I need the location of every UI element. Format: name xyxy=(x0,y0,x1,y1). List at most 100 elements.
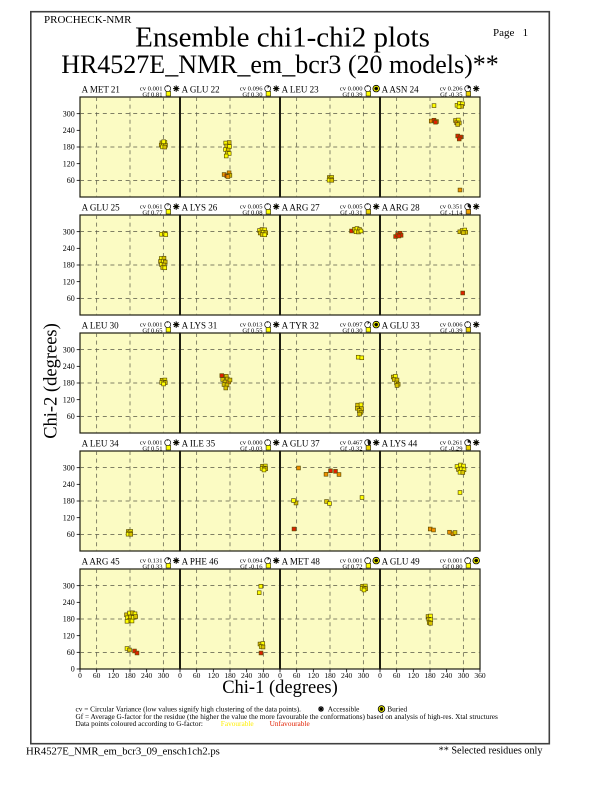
svg-text:Unfavourable: Unfavourable xyxy=(270,719,310,728)
svg-text:240: 240 xyxy=(63,598,75,607)
svg-text:Buried: Buried xyxy=(387,705,407,714)
svg-text:0: 0 xyxy=(378,671,382,680)
svg-text:300: 300 xyxy=(63,227,75,236)
svg-text:cv 0.001: cv 0.001 xyxy=(140,322,163,329)
svg-text:Favourable: Favourable xyxy=(221,719,254,728)
svg-text:A GLU 37: A GLU 37 xyxy=(282,438,320,448)
svg-text:cv 0.351: cv 0.351 xyxy=(440,204,463,211)
svg-text:300: 300 xyxy=(63,109,75,118)
svg-text:Ensemble chi1-chi2 plots: Ensemble chi1-chi2 plots xyxy=(135,21,430,53)
svg-text:Gf -0.31: Gf -0.31 xyxy=(340,210,362,217)
svg-text:120: 120 xyxy=(308,671,320,680)
svg-text:240: 240 xyxy=(63,362,75,371)
svg-text:60: 60 xyxy=(67,412,75,421)
svg-text:Gf 0.55: Gf 0.55 xyxy=(242,328,263,335)
svg-text:cv 0.097: cv 0.097 xyxy=(340,322,363,329)
svg-text:Gf 0.81: Gf 0.81 xyxy=(142,92,162,99)
svg-text:A ASN 24: A ASN 24 xyxy=(382,84,420,94)
svg-text:Gf 0.39: Gf 0.39 xyxy=(342,92,363,99)
svg-text:Gf -0.35: Gf -0.35 xyxy=(440,92,463,99)
svg-text:Gf -0.39: Gf -0.39 xyxy=(440,328,463,335)
svg-text:Gf -0.16: Gf -0.16 xyxy=(240,564,263,571)
svg-text:A ARG 27: A ARG 27 xyxy=(282,202,321,212)
svg-text:Page 1: Page 1 xyxy=(493,27,528,39)
svg-text:cv 0.000: cv 0.000 xyxy=(240,440,263,447)
svg-text:cv 0.005: cv 0.005 xyxy=(240,204,263,211)
svg-text:240: 240 xyxy=(63,480,75,489)
svg-text:cv 0.005: cv 0.005 xyxy=(340,204,363,211)
svg-text:0: 0 xyxy=(278,671,282,680)
svg-text:120: 120 xyxy=(208,671,220,680)
svg-text:A MET 48: A MET 48 xyxy=(282,556,321,566)
svg-text:cv 0.131: cv 0.131 xyxy=(140,558,163,565)
svg-text:60: 60 xyxy=(67,530,75,539)
svg-text:cv 0.206: cv 0.206 xyxy=(440,86,463,93)
svg-text:120: 120 xyxy=(63,277,75,286)
svg-text:240: 240 xyxy=(141,671,153,680)
svg-text:0: 0 xyxy=(78,671,82,680)
svg-text:Gf 0.65: Gf 0.65 xyxy=(142,328,163,335)
svg-text:cv 0.096: cv 0.096 xyxy=(240,86,263,93)
svg-text:Gf -0.03: Gf -0.03 xyxy=(240,446,263,453)
svg-text:A LEU 23: A LEU 23 xyxy=(282,84,319,94)
svg-text:60: 60 xyxy=(67,294,75,303)
svg-text:300: 300 xyxy=(63,463,75,472)
svg-text:cv 0.006: cv 0.006 xyxy=(440,322,463,329)
svg-text:A PHE 46: A PHE 46 xyxy=(182,556,219,566)
svg-text:cv 0.000: cv 0.000 xyxy=(340,86,363,93)
svg-text:Gf 0.33: Gf 0.33 xyxy=(142,564,163,571)
svg-text:240: 240 xyxy=(441,671,453,680)
svg-text:Gf 0.51: Gf 0.51 xyxy=(142,446,162,453)
svg-text:cv 0.261: cv 0.261 xyxy=(440,440,463,447)
svg-text:A ARG 45: A ARG 45 xyxy=(82,556,121,566)
svg-text:A LYS 44: A LYS 44 xyxy=(382,438,418,448)
svg-text:Accessible: Accessible xyxy=(328,705,360,714)
svg-text:180: 180 xyxy=(63,615,75,624)
svg-text:A LYS 26: A LYS 26 xyxy=(182,202,218,212)
svg-text:Gf -0.32: Gf -0.32 xyxy=(340,446,362,453)
svg-text:60: 60 xyxy=(93,671,101,680)
svg-text:Gf = Average G-factor for the: Gf = Average G-factor for the residue (t… xyxy=(76,712,499,721)
svg-text:180: 180 xyxy=(63,497,75,506)
svg-text:240: 240 xyxy=(341,671,353,680)
svg-text:Gf 0.77: Gf 0.77 xyxy=(142,210,163,217)
svg-text:cv 0.061: cv 0.061 xyxy=(140,204,163,211)
svg-text:Gf 0.30: Gf 0.30 xyxy=(342,328,363,335)
svg-text:180: 180 xyxy=(63,261,75,270)
svg-text:Gf 0.80: Gf 0.80 xyxy=(442,564,463,571)
svg-text:Chi-2 (degrees): Chi-2 (degrees) xyxy=(42,323,62,439)
svg-text:180: 180 xyxy=(224,671,236,680)
svg-text:Gf 0.30: Gf 0.30 xyxy=(242,92,263,99)
svg-text:120: 120 xyxy=(63,159,75,168)
svg-text:180: 180 xyxy=(63,379,75,388)
svg-text:0: 0 xyxy=(178,671,182,680)
svg-text:A GLU 22: A GLU 22 xyxy=(182,84,220,94)
svg-text:Gf 0.72: Gf 0.72 xyxy=(342,564,362,571)
svg-text:240: 240 xyxy=(241,671,253,680)
svg-text:240: 240 xyxy=(63,244,75,253)
svg-text:60: 60 xyxy=(67,648,75,657)
svg-text:120: 120 xyxy=(408,671,420,680)
svg-text:360: 360 xyxy=(474,671,486,680)
svg-text:** Selected residues only: ** Selected residues only xyxy=(439,746,544,757)
svg-text:0: 0 xyxy=(71,665,75,674)
svg-text:60: 60 xyxy=(293,671,301,680)
svg-text:A ARG 28: A ARG 28 xyxy=(382,202,421,212)
svg-text:cv 0.013: cv 0.013 xyxy=(240,322,263,329)
svg-text:A GLU 33: A GLU 33 xyxy=(382,320,420,330)
svg-text:Gf -0.29: Gf -0.29 xyxy=(440,446,463,453)
svg-text:180: 180 xyxy=(424,671,436,680)
svg-text:A LEU 34: A LEU 34 xyxy=(82,438,119,448)
svg-text:A LEU 30: A LEU 30 xyxy=(82,320,119,330)
svg-text:cv 0.001: cv 0.001 xyxy=(140,86,163,93)
svg-text:180: 180 xyxy=(124,671,136,680)
svg-text:300: 300 xyxy=(458,671,470,680)
svg-text:PROCHECK-NMR: PROCHECK-NMR xyxy=(44,14,132,26)
svg-text:A LYS 31: A LYS 31 xyxy=(182,320,218,330)
svg-text:A TYR 32: A TYR 32 xyxy=(282,320,319,330)
svg-text:180: 180 xyxy=(63,143,75,152)
svg-text:HR4527E_NMR_em_bcr3_09_ensch1c: HR4527E_NMR_em_bcr3_09_ensch1ch2.ps xyxy=(26,746,220,758)
svg-text:cv 0.001: cv 0.001 xyxy=(440,558,463,565)
svg-text:300: 300 xyxy=(63,345,75,354)
svg-text:A MET 21: A MET 21 xyxy=(82,84,120,94)
